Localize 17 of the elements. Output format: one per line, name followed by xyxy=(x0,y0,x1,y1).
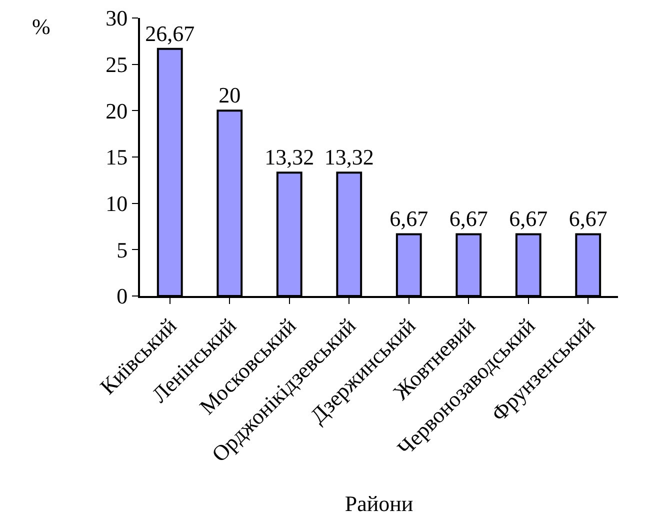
data-label: 13,32 xyxy=(264,144,314,170)
data-label: 26,67 xyxy=(145,20,195,46)
data-label: 6,67 xyxy=(449,206,488,232)
y-tick-label: 0 xyxy=(116,284,128,309)
y-tick-label: 10 xyxy=(106,191,128,216)
y-tick-label: 30 xyxy=(106,6,128,31)
y-tick-label: 5 xyxy=(116,237,128,262)
data-label: 6,67 xyxy=(568,206,608,232)
y-tick-label: 15 xyxy=(106,144,128,170)
y-axis-title: % xyxy=(32,14,50,39)
data-label: 13,32 xyxy=(324,144,374,170)
x-axis-title: Райони xyxy=(344,491,414,516)
y-tick-label: 20 xyxy=(106,98,128,124)
y-tick-label: 25 xyxy=(106,52,128,78)
data-label: 20 xyxy=(218,82,241,108)
data-label: 6,67 xyxy=(390,206,428,232)
data-label: 6,67 xyxy=(509,206,548,232)
